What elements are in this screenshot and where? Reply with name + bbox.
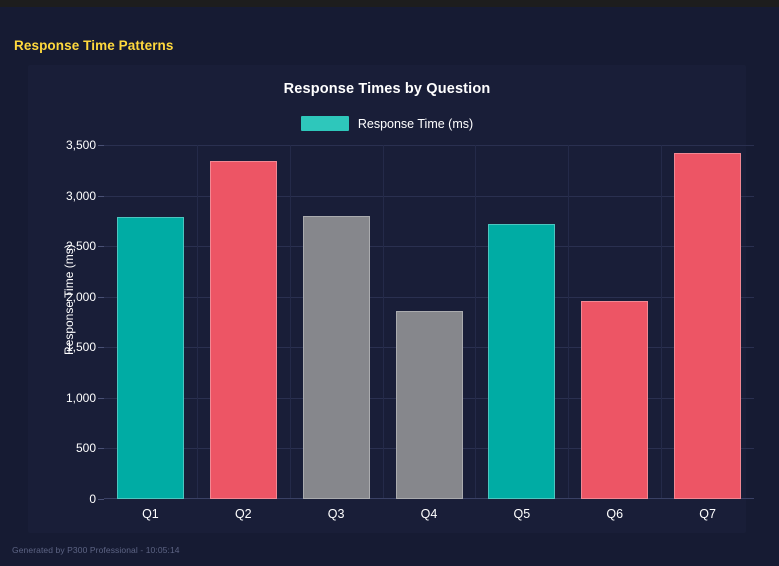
category-separator [290,145,291,499]
y-tick-label: 3,500 [65,138,96,152]
y-tick-mark [98,246,104,248]
y-tick-label: 2,000 [65,289,96,304]
gridline [104,195,754,197]
bar-q6[interactable] [581,300,649,499]
y-tick-mark [98,347,104,349]
gridline [104,145,754,146]
legend-label-response-time: Response Time (ms) [357,116,474,131]
page-title: Response Time Patterns [14,38,174,53]
y-tick-label: 0 [89,492,96,506]
x-tick-label-q3: Q3 [327,507,345,521]
legend-swatch-response-time [300,116,349,131]
category-separator [197,145,198,499]
x-tick-label-q1: Q1 [142,507,159,521]
bar-q2[interactable] [209,161,277,499]
x-tick-label-q7: Q7 [699,507,716,521]
x-tick-label-q4: Q4 [420,507,438,521]
y-tick-mark [98,499,104,500]
y-tick-label: 500 [75,441,96,456]
page-header: Response Time Patterns [0,7,779,65]
gridline [104,296,754,298]
y-tick-mark [98,448,104,450]
bar-series [104,145,754,499]
category-separator [475,145,476,499]
x-tick-label-q6: Q6 [606,507,624,521]
bar-q5[interactable] [488,223,556,499]
gridline [104,246,754,248]
chart-card: Response Times by Question Response Time… [28,65,754,533]
x-tick-label-q5: Q5 [513,507,531,521]
y-tick-mark [98,296,104,298]
bar-q1[interactable] [116,216,184,499]
y-tick-label: 1,500 [65,340,96,355]
category-separator [383,145,384,499]
plot-area: 0 500 1,000 1,500 2,000 2,500 3,000 3,500 Q1 Q2 Q… [66,138,754,521]
category-separator [661,145,662,499]
y-tick-mark [98,195,104,197]
footer-note: Generated by P300 Professional - 10:05:1… [12,545,180,555]
top-strip [0,0,779,7]
y-tick-mark [98,397,104,399]
bar-q7[interactable] [674,153,742,499]
x-tick-label-q2: Q2 [234,507,252,521]
y-tick-label: 1,000 [65,390,96,405]
category-separator [568,145,569,499]
chart-title: Response Times by Question [283,81,491,97]
bar-q4[interactable] [395,311,463,499]
chart-legend: Response Time (ms) [28,116,746,131]
y-tick-label: 3,000 [65,188,96,203]
y-tick-mark [98,145,104,146]
bar-q3[interactable] [302,215,370,499]
y-tick-label: 2,500 [65,239,96,254]
